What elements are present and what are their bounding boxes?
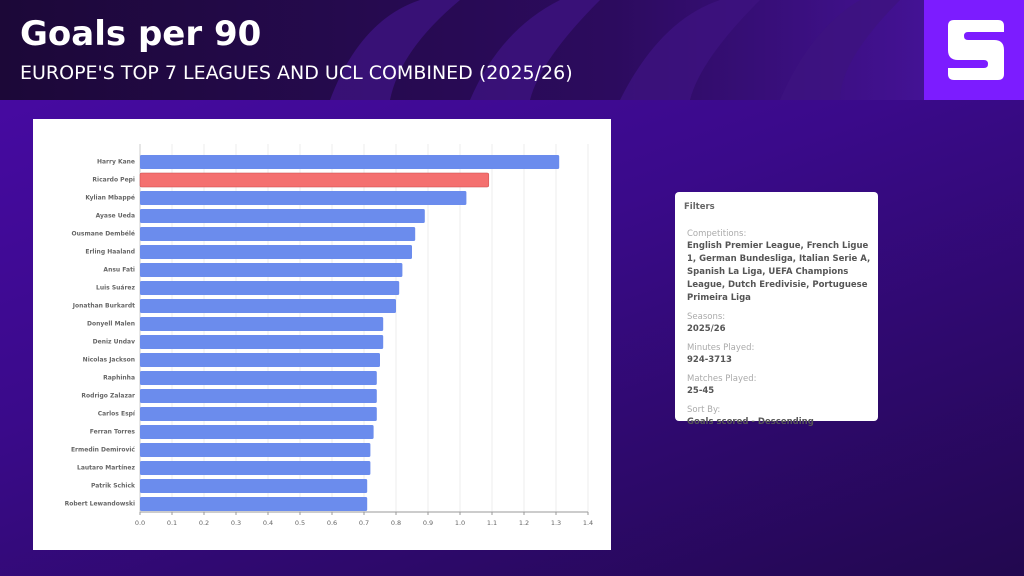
- logo: [924, 0, 1024, 100]
- x-tick-label: 0.8: [391, 519, 401, 527]
- x-tick-label: 1.3: [551, 519, 561, 527]
- y-tick-label: Patrik Schick: [91, 483, 136, 490]
- bar: [140, 262, 403, 278]
- x-tick-label: 0.0: [135, 519, 145, 527]
- filter-value: 924-3713: [687, 355, 732, 365]
- y-tick-label: Luis Suárez: [96, 285, 135, 292]
- x-tick-label: 1.2: [519, 519, 529, 527]
- filter-value: Goals scored - Descending: [687, 417, 814, 427]
- bar: [140, 244, 412, 260]
- y-tick-label: Deniz Undav: [93, 339, 135, 346]
- subtitle: EUROPE'S TOP 7 LEAGUES AND UCL COMBINED …: [20, 62, 573, 84]
- y-tick-label: Ermedin Demirović: [71, 447, 135, 454]
- y-tick-label: Robert Lewandowski: [65, 501, 135, 508]
- y-tick-label: Ferran Torres: [90, 429, 136, 436]
- x-tick-label: 0.3: [231, 519, 241, 527]
- filters-title: Filters: [684, 202, 715, 212]
- bar: [140, 298, 396, 314]
- y-tick-label: Donyell Malen: [87, 321, 135, 328]
- bar: [140, 424, 374, 440]
- bar: [140, 370, 377, 386]
- x-tick-label: 0.9: [423, 519, 433, 527]
- x-tick-label: 0.2: [199, 519, 209, 527]
- bar: [140, 334, 384, 350]
- bar: [139, 172, 490, 188]
- y-tick-label: Harry Kane: [97, 159, 135, 166]
- filter-value: English Premier League, French Ligue 1, …: [687, 241, 871, 303]
- bar: [140, 478, 368, 494]
- x-tick-label: 0.6: [327, 519, 337, 527]
- y-tick-label: Jonathan Burkardt: [72, 303, 135, 310]
- filter-label: Competitions:: [687, 229, 747, 239]
- y-tick-label: Ansu Fati: [103, 267, 135, 274]
- x-tick-label: 0.4: [263, 519, 273, 527]
- bar: [140, 442, 371, 458]
- bar: [140, 316, 384, 332]
- filter-label: Matches Played:: [687, 374, 757, 384]
- bar: [140, 208, 425, 224]
- bar: [140, 226, 416, 242]
- bar: [140, 154, 560, 170]
- y-tick-label: Nicolas Jackson: [83, 357, 135, 364]
- x-tick-label: 0.5: [295, 519, 305, 527]
- filter-label: Seasons:: [687, 312, 726, 322]
- filter-value: 25-45: [687, 386, 715, 396]
- y-tick-label: Raphinha: [103, 375, 135, 382]
- x-tick-label: 1.0: [455, 519, 465, 527]
- filters-panel: Filters Competitions: English Premier Lea…: [675, 192, 878, 427]
- chart-panel: 0.0 0.1 0.2 0.3 0.4 0.5 0.6 0.7 0.8 0.9 1.0 1.1 1.2 1…: [33, 119, 611, 550]
- x-tick-label: 1.1: [487, 519, 497, 527]
- x-tick-label: 1.4: [583, 519, 593, 527]
- x-tick-label: 0.7: [359, 519, 369, 527]
- y-tick-label: Erling Haaland: [85, 249, 135, 256]
- logo-icon: [948, 20, 1004, 80]
- bar: [140, 406, 377, 422]
- y-tick-label: Ayase Ueda: [96, 213, 135, 220]
- y-tick-label: Rodrigo Zalazar: [81, 393, 135, 400]
- chart: 0.0 0.1 0.2 0.3 0.4 0.5 0.6 0.7 0.8 0.9 1.0 1.1 1.2 1…: [65, 144, 593, 527]
- filter-label: Minutes Played:: [687, 343, 755, 353]
- y-tick-label: Ousmane Dembélé: [72, 231, 135, 238]
- bar: [140, 190, 467, 206]
- bar: [140, 352, 380, 368]
- bar: [140, 388, 377, 404]
- bar: [140, 496, 368, 512]
- x-tick-label: 0.1: [167, 519, 177, 527]
- bar: [140, 460, 371, 476]
- y-tick-label: Ricardo Pepi: [92, 177, 135, 184]
- y-tick-label: Kylian Mbappé: [85, 195, 135, 202]
- filters-list: Competitions: English Premier League, Fre…: [687, 222, 872, 429]
- filter-value: 2025/26: [687, 324, 726, 334]
- y-tick-label: Carlos Espí: [98, 411, 136, 418]
- header-pattern: [330, 0, 900, 100]
- filter-label: Sort By:: [687, 405, 721, 415]
- header: Goals per 90 EUROPE'S TOP 7 LEAGUES AND …: [0, 0, 1024, 100]
- title: Goals per 90: [20, 14, 262, 54]
- bar: [140, 280, 400, 296]
- y-tick-label: Lautaro Martínez: [77, 465, 135, 472]
